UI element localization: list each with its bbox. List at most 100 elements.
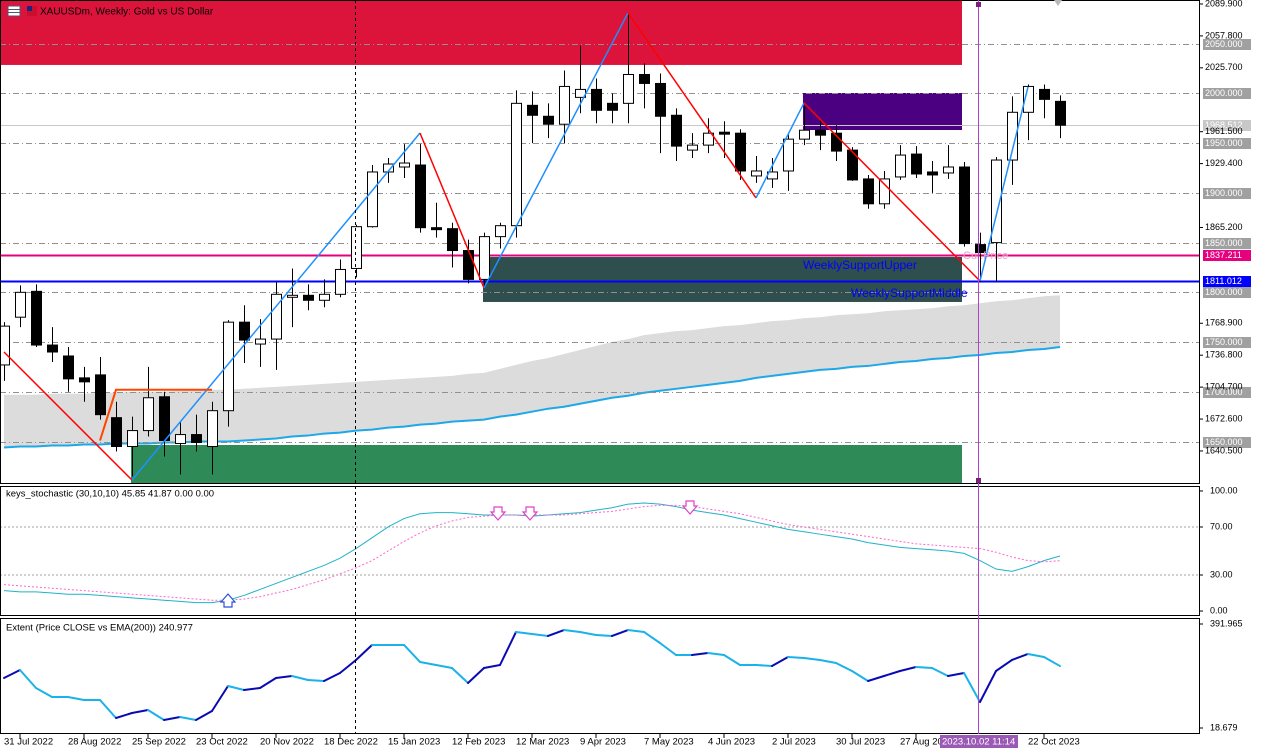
extent-segment: [19, 668, 37, 689]
level-label: 1950.000: [1205, 138, 1243, 148]
extent-segment: [547, 629, 565, 637]
candle-down: [463, 250, 474, 280]
extent-frame: [0, 618, 1200, 734]
extent-segment: [499, 630, 517, 666]
extent-segment: [931, 666, 949, 678]
sell-arrow: [681, 500, 699, 515]
zigzag-leg: [979, 86, 1029, 282]
zigzag-leg: [483, 12, 629, 289]
extent-segment: [595, 633, 613, 637]
candle-down: [239, 321, 250, 341]
candle-down: [863, 178, 874, 205]
extent-segment: [147, 708, 165, 721]
extent-segment: [819, 658, 837, 664]
price-label-bg: [1203, 276, 1251, 287]
y-tick-label: 1640.500: [1205, 445, 1243, 455]
extent-segment: [979, 669, 997, 703]
y-tick-label: 18.679: [1210, 722, 1238, 732]
extent-segment: [131, 708, 149, 715]
candle-down: [431, 227, 442, 231]
extent-segment: [1011, 652, 1029, 661]
extent-segment: [835, 661, 853, 672]
extent-segment: [323, 671, 341, 682]
candle-down: [159, 396, 170, 442]
candle-up: [143, 397, 154, 432]
candle-down: [95, 374, 106, 416]
candle-up: [287, 294, 298, 298]
candle-up: [943, 166, 954, 174]
ma-band: [4, 295, 1060, 448]
extent-segment: [643, 630, 661, 644]
extent-segment: [1027, 652, 1045, 659]
zigzag-leg: [419, 132, 485, 289]
candle-up: [175, 434, 186, 445]
sell-arrow: [521, 506, 539, 521]
y-tick-label: 70.00: [1210, 521, 1233, 531]
candle-up: [319, 293, 330, 301]
x-tick-label: 18 Dec 2022: [324, 737, 378, 748]
level-label: 1750.000: [1205, 337, 1243, 347]
candle-up: [335, 268, 346, 295]
x-tick-label: 12 Mar 2023: [516, 737, 569, 748]
candle-down: [303, 294, 314, 301]
candle-up: [895, 154, 906, 178]
extent-segment: [771, 656, 789, 668]
level-label-bg: [1203, 188, 1251, 199]
y-tick-label: 30.00: [1210, 569, 1233, 579]
extent-segment: [963, 671, 981, 703]
extent-segment: [179, 715, 197, 721]
panel-title: keys_stochastic (30,10,10) 45.85 41.87 0…: [6, 489, 214, 500]
level-label-bg: [1203, 39, 1251, 50]
zone: [483, 257, 962, 302]
extent-segment: [67, 695, 85, 701]
level-label-bg: [1203, 287, 1251, 298]
candle-up: [1023, 85, 1034, 113]
extent-segment: [883, 669, 901, 678]
extent-segment: [531, 632, 549, 637]
level-label-bg: [1203, 387, 1251, 398]
extent-segment: [339, 658, 357, 674]
y-tick-label: 1672.600: [1205, 413, 1243, 423]
candle-up: [127, 430, 138, 447]
candle-up: [687, 144, 698, 151]
zone-label: WeeklySupportMiddle: [851, 286, 968, 300]
symbol-icon: [7, 5, 37, 17]
candle-down: [607, 102, 618, 111]
candle-down: [63, 355, 74, 380]
extent-segment: [515, 630, 533, 635]
candle-up: [991, 159, 1002, 244]
extent-segment: [723, 653, 741, 666]
extent-segment: [899, 666, 917, 672]
buy-arrow: [219, 593, 237, 608]
extent-segment: [3, 668, 21, 679]
y-tick-label: 2089.900: [1205, 0, 1243, 8]
cursor-time: 2023.10.02 11:14: [942, 737, 1015, 748]
extent-segment: [803, 657, 821, 661]
x-tick-label: 7 May 2023: [644, 737, 694, 748]
extent-segment: [467, 666, 485, 684]
extent-segment: [163, 715, 181, 721]
axes: 2050.000 2000.000 1950.000 1900.000 1850.000…: [4, 0, 1251, 748]
level-label: 1900.000: [1205, 188, 1243, 198]
zigzag-leg: [627, 12, 757, 199]
candle-down: [111, 417, 122, 447]
extent-segment: [307, 678, 325, 682]
extent-segment: [435, 663, 453, 669]
level-label-bg: [1203, 88, 1251, 99]
price-marker: Cur.Price: [963, 250, 1008, 262]
main-frame: [0, 0, 1200, 484]
candle-up: [783, 138, 794, 172]
extent-segment: [259, 676, 277, 689]
zone: [131, 445, 962, 483]
panel-title: Extent (Price CLOSE vs EMA(200)) 240.977: [6, 623, 193, 634]
candle-down: [47, 344, 58, 353]
candle-up: [399, 162, 410, 168]
icon-flag-canton: [27, 6, 32, 11]
level-label-bg: [1203, 138, 1251, 149]
main-panel: WeeklySupportUpper WeeklySupportMiddle Cur…: [0, 0, 1200, 483]
candle-up: [511, 102, 522, 227]
level-label-bg: [1203, 238, 1251, 249]
candle-down: [927, 171, 938, 176]
extent-segment: [947, 671, 965, 678]
candle-down: [735, 132, 746, 172]
